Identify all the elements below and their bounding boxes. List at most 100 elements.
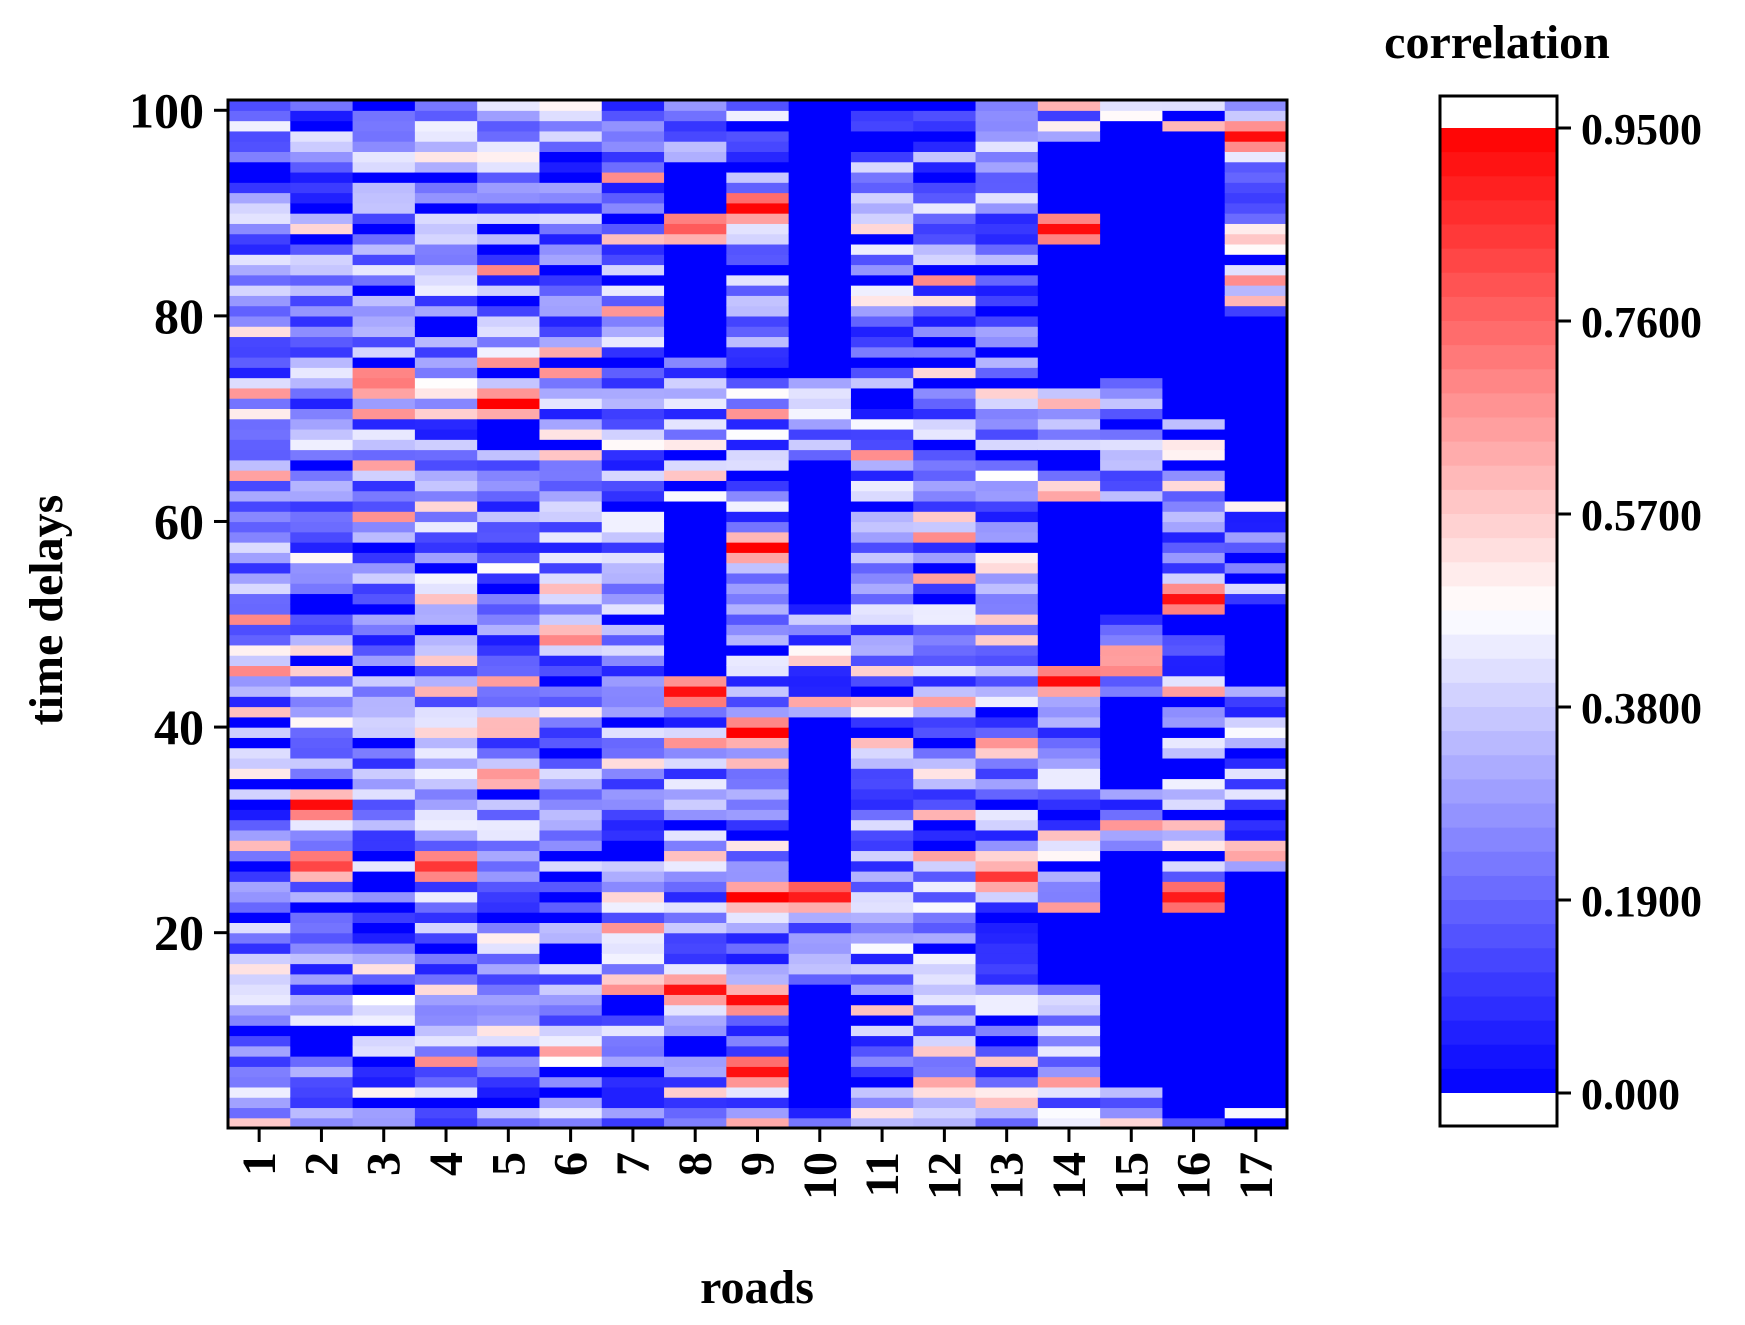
- colorbar-step: [1440, 707, 1557, 732]
- heatmap-cell: [1224, 685, 1288, 697]
- heatmap-cell: [664, 593, 727, 605]
- heatmap-cell: [1037, 470, 1101, 481]
- heatmap-cell: [290, 202, 354, 214]
- colorbar-step: [1440, 851, 1557, 877]
- heatmap-cell: [1162, 254, 1226, 266]
- heatmap-cell: [477, 305, 541, 317]
- heatmap-cell: [1224, 1035, 1288, 1047]
- heatmap-cell: [414, 942, 478, 954]
- heatmap-cell: [352, 449, 416, 461]
- heatmap-cell: [539, 572, 603, 584]
- heatmap-cell: [913, 871, 977, 882]
- heatmap-cell: [850, 583, 914, 595]
- heatmap-cell: [1224, 984, 1288, 995]
- heatmap-cell: [539, 624, 603, 636]
- heatmap-cell: [1162, 439, 1226, 451]
- heatmap-cell: [290, 624, 354, 636]
- heatmap-cell: [539, 274, 603, 286]
- heatmap-cell: [1162, 305, 1226, 317]
- heatmap-cell: [975, 912, 1039, 923]
- heatmap-cell: [601, 500, 665, 512]
- heatmap-cell: [913, 161, 977, 173]
- heatmap-cell: [477, 593, 541, 605]
- heatmap-cell: [601, 1107, 665, 1119]
- heatmap-cell: [788, 100, 852, 111]
- heatmap-cell: [352, 542, 416, 553]
- heatmap-cell: [1100, 665, 1164, 677]
- heatmap-cell: [477, 737, 541, 749]
- heatmap-cell: [788, 120, 852, 132]
- heatmap-cell: [788, 223, 852, 235]
- heatmap-cell: [1162, 799, 1226, 810]
- heatmap-cell: [850, 398, 914, 409]
- heatmap-cell: [352, 100, 416, 111]
- heatmap-cell: [1100, 357, 1164, 368]
- heatmap-cell: [788, 747, 852, 759]
- heatmap-cell: [601, 871, 665, 882]
- heatmap-cell: [290, 1076, 354, 1088]
- heatmap-cell: [788, 542, 852, 553]
- heatmap-cell: [1224, 871, 1288, 882]
- heatmap-cell: [726, 480, 790, 492]
- heatmap-cell: [850, 1035, 914, 1047]
- heatmap-cell: [726, 100, 790, 111]
- heatmap-cell: [539, 377, 603, 389]
- heatmap-cell: [539, 202, 603, 214]
- heatmap-cell: [1100, 233, 1164, 245]
- heatmap-cell: [788, 449, 852, 461]
- heatmap-cell: [539, 500, 603, 512]
- heatmap-cell: [913, 1097, 977, 1109]
- heatmap-cell: [975, 233, 1039, 245]
- heatmap-cell: [414, 500, 478, 512]
- heatmap-cell: [850, 644, 914, 656]
- heatmap-cell: [664, 675, 727, 687]
- colorbar-step: [1440, 417, 1557, 443]
- heatmap-cell: [913, 675, 977, 687]
- heatmap-cell: [352, 932, 416, 944]
- heatmap-cell: [477, 439, 541, 451]
- heatmap-cell: [601, 295, 665, 307]
- heatmap-cell: [1162, 500, 1226, 512]
- heatmap-cell: [539, 860, 603, 872]
- heatmap-cell: [1224, 326, 1288, 338]
- heatmap-cell: [477, 264, 541, 276]
- x-tick-label: 6: [545, 1152, 598, 1176]
- heatmap-cell: [352, 778, 416, 790]
- heatmap-cell: [1037, 829, 1101, 841]
- heatmap-cell: [290, 932, 354, 944]
- heatmap-cell: [477, 716, 541, 728]
- heatmap-cell: [290, 151, 354, 163]
- heatmap-cell: [1037, 819, 1101, 831]
- heatmap-cell: [1162, 213, 1226, 224]
- heatmap-cell: [352, 511, 416, 523]
- heatmap-cell: [601, 367, 665, 379]
- heatmap-cell: [1037, 850, 1101, 862]
- heatmap-cell: [228, 470, 291, 481]
- heatmap-cell: [1162, 480, 1226, 492]
- heatmap-cell: [539, 305, 603, 317]
- heatmap-cell: [414, 871, 478, 882]
- heatmap-cell: [850, 634, 914, 646]
- heatmap-cell: [1162, 665, 1226, 677]
- heatmap-cell: [1224, 1086, 1288, 1098]
- heatmap-cell: [850, 1066, 914, 1078]
- heatmap-cell: [290, 1117, 354, 1129]
- heatmap-cell: [601, 942, 665, 954]
- x-tick-label: 7: [607, 1152, 660, 1176]
- heatmap-cell: [601, 706, 665, 718]
- heatmap-cell: [850, 243, 914, 255]
- heatmap-cell: [664, 470, 727, 481]
- heatmap-cell: [228, 285, 291, 296]
- heatmap-cell: [539, 984, 603, 995]
- heatmap-cell: [539, 1066, 603, 1078]
- heatmap-cell: [477, 161, 541, 173]
- heatmap-cell: [477, 757, 541, 769]
- heatmap-cell: [726, 675, 790, 687]
- heatmap-cell: [1100, 1004, 1164, 1016]
- heatmap-cell: [664, 182, 727, 194]
- heatmap-cell: [788, 367, 852, 379]
- x-tick-label: 16: [1168, 1152, 1221, 1200]
- heatmap-cell: [975, 357, 1039, 368]
- heatmap-cell: [788, 192, 852, 204]
